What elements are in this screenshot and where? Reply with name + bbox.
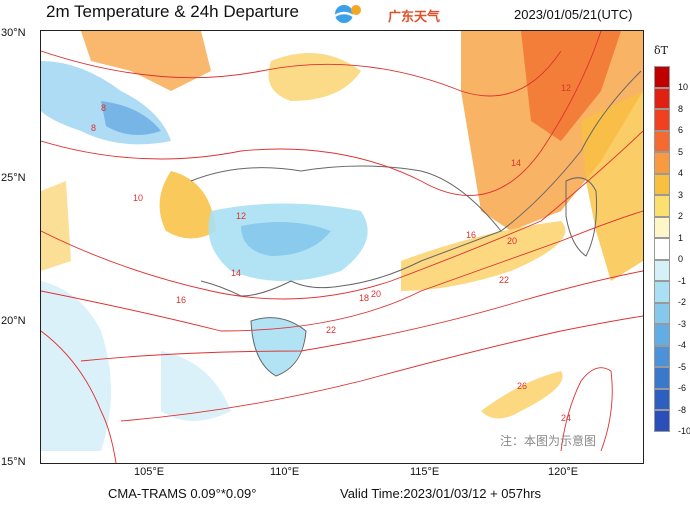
colorbar-level-label: 10: [678, 82, 689, 92]
colorbar-cell: [654, 109, 670, 131]
colorbar: [654, 66, 670, 432]
contour-label: 18: [359, 293, 369, 303]
map-panel[interactable]: 10 12 14 16 18 20 22 12 14 16 20 22 26 2…: [40, 30, 644, 464]
colorbar-level-label: 4: [678, 168, 684, 178]
cold-anomaly-areas: [41, 61, 368, 451]
colorbar-cell: [654, 302, 670, 324]
warm-anomaly-areas: [41, 31, 643, 419]
colorbar-level-label: 2: [678, 211, 684, 221]
contour-label: 12: [236, 211, 246, 221]
weather-logo-icon: [331, 5, 361, 23]
disclaimer-note: 注：本图为示意图: [500, 434, 597, 448]
colorbar-level-label: -8: [678, 404, 687, 415]
colorbar-cell: [654, 388, 670, 410]
colorbar-level-label: 0: [678, 254, 684, 264]
colorbar-cell: [654, 152, 670, 174]
temperature-map: 10 12 14 16 18 20 22 12 14 16 20 22 26 2…: [41, 31, 643, 463]
colorbar-level-label: -10: [678, 426, 690, 436]
contour-label: 14: [231, 268, 241, 278]
valid-time: Valid Time:2023/01/03/12 + 057hrs: [340, 486, 542, 501]
lat-label-30n: 30°N: [1, 27, 26, 39]
colorbar-cell: [654, 173, 670, 195]
lon-label-105e: 105°E: [134, 466, 165, 478]
lon-label-120e: 120°E: [548, 466, 579, 478]
coastline: [190, 70, 642, 377]
colorbar-units: δT: [654, 44, 668, 57]
colorbar-cell: [654, 324, 670, 346]
colorbar-level-label: -6: [678, 383, 687, 393]
contour-label: 12: [561, 83, 571, 93]
colorbar-cell: [654, 130, 670, 152]
colorbar-cell: [654, 367, 670, 389]
colorbar-level-label: 5: [678, 146, 684, 157]
colorbar-cell: [654, 345, 670, 367]
colorbar-cell: [654, 281, 670, 303]
colorbar-cell: [654, 259, 670, 281]
colorbar-level-label: 3: [678, 189, 684, 200]
brand-name: 广东天气: [388, 9, 441, 24]
map-title: 2m Temperature & 24h Departure: [46, 2, 299, 21]
contour-label: 16: [176, 295, 186, 305]
model-name: CMA-TRAMS 0.09°*0.09°: [108, 486, 257, 501]
contour-label: 20: [507, 236, 517, 246]
temperature-contours: [41, 31, 643, 463]
contour-label: 26: [517, 381, 527, 391]
contour-label: 22: [326, 325, 336, 335]
contour-label: 14: [511, 158, 521, 168]
colorbar-cell: [654, 87, 670, 109]
colorbar-level-label: -3: [678, 318, 687, 329]
colorbar-cell: [654, 216, 670, 238]
colorbar-level-label: 1: [678, 232, 684, 243]
colorbar-cell: [654, 238, 670, 260]
colorbar-level-label: 8: [678, 103, 684, 114]
colorbar-cell: [654, 66, 670, 88]
lat-label-25n: 25°N: [1, 172, 26, 184]
lat-label-15n: 15°N: [1, 456, 26, 468]
contour-labels: 10 12 14 16 18 20 22 12 14 16 20 22 26 2…: [91, 83, 571, 423]
valid-time-utc: 2023/01/05/21(UTC): [514, 7, 633, 22]
contour-label: 24: [561, 413, 571, 423]
contour-label: 10: [133, 193, 143, 203]
colorbar-cell: [654, 195, 670, 217]
lon-label-115e: 115°E: [410, 466, 440, 478]
colorbar-level-label: -2: [678, 297, 687, 307]
colorbar-level-label: -5: [678, 361, 687, 372]
lat-label-20n: 20°N: [1, 315, 26, 327]
lon-label-110e: 110°E: [270, 466, 300, 478]
colorbar-level-label: -1: [678, 275, 687, 286]
colorbar-cell: [654, 410, 670, 432]
contour-label: 20: [371, 289, 381, 299]
colorbar-level-label: -4: [678, 340, 687, 350]
colorbar-level-label: 6: [678, 125, 684, 135]
contour-label: 8: [91, 123, 96, 133]
contour-label: 16: [466, 230, 476, 240]
contour-label: 22: [499, 275, 509, 285]
contour-label: 8: [101, 103, 106, 113]
